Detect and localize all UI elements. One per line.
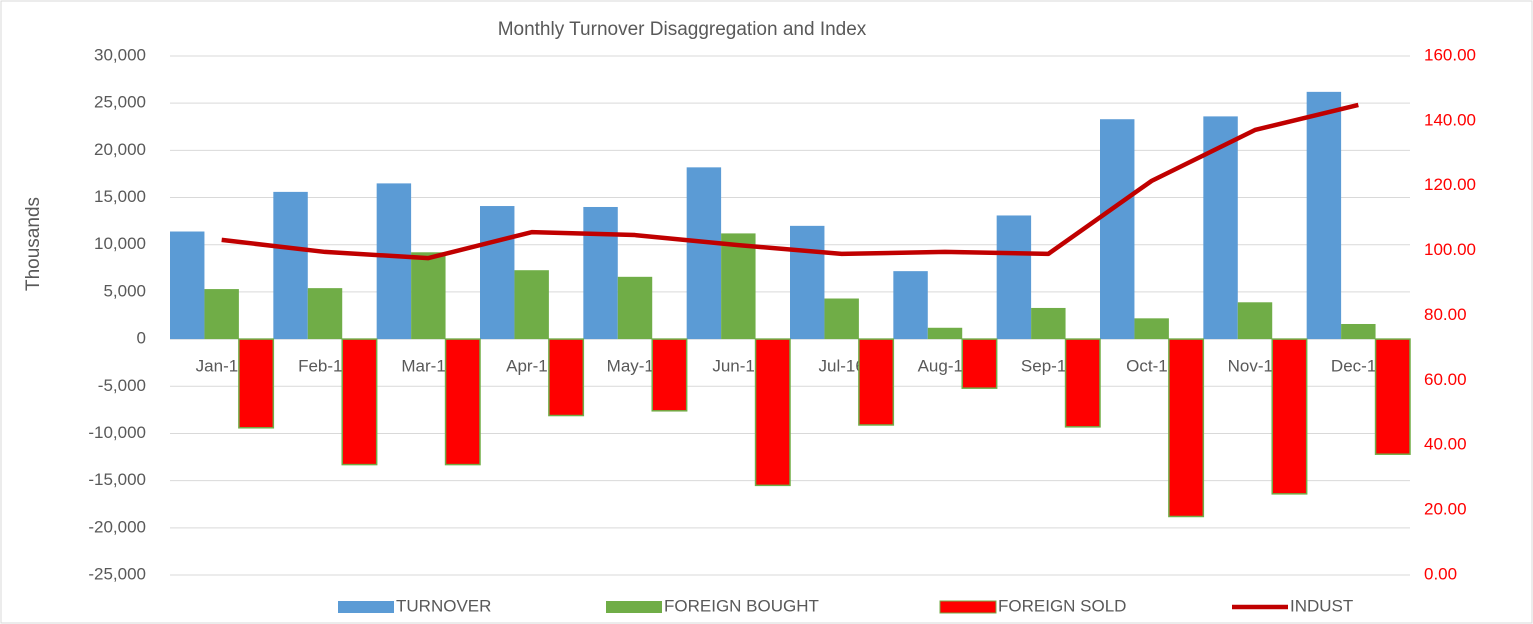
bar [341, 338, 378, 466]
y-tick-label: 30,000 [94, 45, 146, 64]
x-tick-label: Apr-16 [506, 357, 557, 376]
y2-tick-label: 160.00 [1424, 45, 1476, 64]
y-tick-label: -25,000 [88, 564, 146, 583]
bar [721, 233, 756, 340]
y2-tick-label: 100.00 [1424, 240, 1476, 259]
legend-label: FOREIGN BOUGHT [664, 596, 819, 615]
y-tick-label: -10,000 [88, 423, 146, 442]
bar [927, 327, 963, 340]
legend-label: FOREIGN SOLD [998, 596, 1126, 615]
x-tick-label: Feb-16 [298, 357, 352, 376]
y-tick-label: -15,000 [88, 470, 146, 489]
bar [1064, 338, 1101, 428]
bar [1031, 307, 1066, 340]
bar [893, 271, 928, 340]
bar [204, 289, 239, 340]
y-tick-label: -20,000 [88, 517, 146, 536]
x-tick-label: Mar-16 [401, 357, 455, 376]
bar [1203, 116, 1238, 340]
bar [1100, 119, 1135, 340]
x-tick-label: Dec-16 [1331, 357, 1386, 376]
bar [754, 338, 791, 487]
y-tick-label: 5,000 [103, 281, 146, 300]
y-tick-label: -5,000 [98, 376, 146, 395]
bar [376, 183, 412, 340]
y2-tick-label: 140.00 [1424, 110, 1476, 129]
bar [961, 338, 998, 389]
bar [273, 191, 308, 340]
y2-tick-label: 80.00 [1424, 305, 1467, 324]
bar [1374, 338, 1411, 455]
bar [1134, 318, 1169, 340]
bar [411, 252, 446, 340]
y-tick-label: 20,000 [94, 140, 146, 159]
x-tick-label: Sep-16 [1021, 357, 1076, 376]
y-tick-label: 25,000 [94, 93, 146, 112]
y2-tick-label: 120.00 [1424, 175, 1476, 194]
legend-label: INDUST [1290, 596, 1353, 615]
bar [824, 298, 859, 340]
bar [514, 270, 549, 340]
chart-title: Monthly Turnover Disaggregation and Inde… [498, 19, 867, 40]
bar [238, 338, 275, 429]
y2-tick-label: 60.00 [1424, 370, 1467, 389]
legend-label: TURNOVER [396, 596, 491, 615]
bar [170, 231, 205, 340]
y-tick-label: 15,000 [94, 187, 146, 206]
x-tick-label: May-16 [607, 357, 664, 376]
bar [686, 167, 722, 340]
bar [996, 215, 1032, 340]
x-tick-label: Nov-16 [1228, 357, 1283, 376]
x-tick-label: Aug-16 [918, 357, 973, 376]
bar [480, 206, 515, 340]
legend-swatch [338, 601, 394, 613]
y2-tick-label: 20.00 [1424, 500, 1467, 519]
bar [1341, 323, 1376, 340]
bar [1237, 302, 1273, 340]
line [221, 102, 1359, 261]
bar [1306, 91, 1342, 340]
y2-tick-label: 0.00 [1424, 564, 1457, 583]
legend-swatch [606, 601, 662, 613]
bar [858, 338, 895, 426]
x-tick-label: Jul-16 [819, 357, 865, 376]
bar [307, 288, 343, 340]
bar [444, 338, 481, 466]
y2-tick-label: 40.00 [1424, 435, 1467, 454]
bar [583, 206, 618, 340]
legend-swatch [939, 600, 997, 614]
bar [617, 276, 653, 340]
y-tick-label: 0 [137, 329, 146, 348]
bar [1271, 338, 1308, 495]
y-axis-title: Thousands [23, 197, 44, 291]
bar [1168, 338, 1205, 518]
bar [548, 338, 585, 417]
bar [651, 338, 688, 412]
x-tick-label: Jan-16 [196, 357, 248, 376]
x-tick-label: Oct-16 [1126, 357, 1177, 376]
bar [790, 225, 825, 340]
x-tick-label: Jun-16 [712, 357, 764, 376]
y-tick-label: 10,000 [94, 234, 146, 253]
